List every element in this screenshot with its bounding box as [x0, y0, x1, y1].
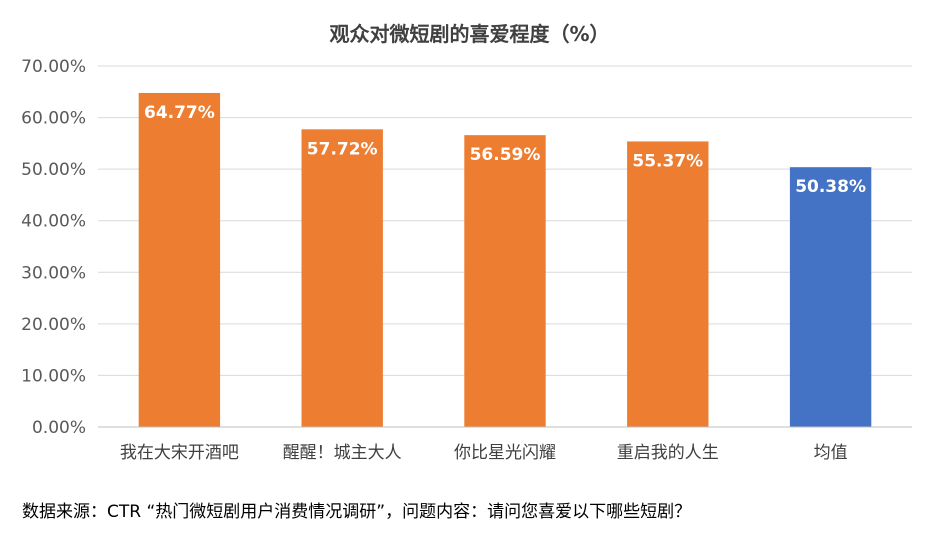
- data-label: 55.37%: [632, 151, 703, 171]
- y-tick-label: 10.00%: [21, 366, 86, 386]
- y-tick-label: 20.00%: [21, 315, 86, 335]
- bar: [789, 167, 872, 427]
- y-axis-tick-labels: 0.00% 10.00% 20.00% 30.00% 40.00% 50.00% 60.00…: [21, 57, 86, 438]
- y-tick-label: 70.00%: [21, 57, 86, 77]
- y-tick-label: 40.00%: [21, 212, 86, 232]
- y-tick-label: 50.00%: [21, 160, 86, 180]
- data-label: 56.59%: [470, 145, 541, 165]
- bar: [301, 129, 383, 427]
- x-axis-category-labels: 我在大宋开酒吧 醒醒！城主大人 你比星光闪耀 重启我的人生 均值: [120, 443, 848, 463]
- chart-title: 观众对微短剧的喜爱程度（%）: [329, 22, 610, 46]
- bar: [464, 135, 546, 427]
- data-label: 50.38%: [795, 177, 866, 197]
- bars: [138, 92, 872, 427]
- bar: [627, 141, 709, 427]
- y-tick-label: 0.00%: [32, 418, 86, 438]
- y-tick-label: 60.00%: [21, 109, 86, 129]
- data-labels: 64.77% 57.72% 56.59% 55.37% 50.38%: [144, 103, 866, 197]
- source-note: 数据来源：CTR “热门微短剧用户消费情况调研”，问题内容：请问您喜爱以下哪些短…: [22, 502, 692, 522]
- bar-chart: 0.00% 10.00% 20.00% 30.00% 40.00% 50.00% 60.00…: [21, 57, 912, 463]
- category-label: 均值: [814, 443, 848, 463]
- category-label: 醒醒！城主大人: [283, 443, 402, 463]
- y-tick-label: 30.00%: [21, 263, 86, 283]
- data-label: 64.77%: [144, 103, 215, 123]
- category-label: 我在大宋开酒吧: [120, 443, 239, 463]
- category-label: 重启我的人生: [617, 443, 719, 463]
- bar: [138, 92, 221, 427]
- data-label: 57.72%: [307, 139, 378, 159]
- category-label: 你比星光闪耀: [454, 443, 556, 463]
